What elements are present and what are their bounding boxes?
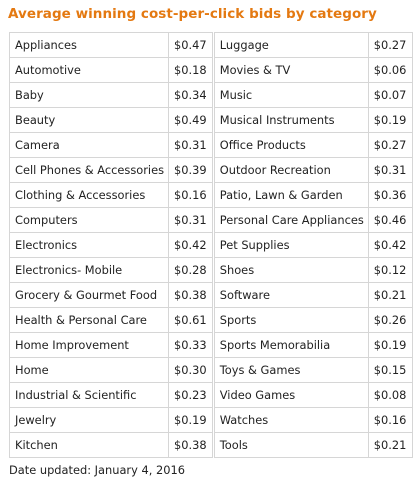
category-cell: Musical Instruments [213, 107, 369, 133]
bid-cell: $0.26 [367, 307, 413, 333]
category-cell: Home [8, 357, 170, 383]
bid-cell: $0.27 [367, 132, 413, 158]
bid-cell: $0.38 [168, 432, 214, 458]
category-cell: Electronics- Mobile [8, 257, 170, 283]
bid-cell: $0.21 [367, 432, 413, 458]
category-cell: Movies & TV [213, 57, 369, 83]
table-row: Health & Personal Care $0.61 Sports $0.26 [8, 307, 413, 333]
bid-cell: $0.12 [367, 257, 413, 283]
category-cell: Jewelry [8, 407, 170, 433]
bid-cell: $0.16 [168, 182, 214, 208]
table-row: Automotive $0.18 Movies & TV $0.06 [8, 57, 413, 83]
bid-cell: $0.42 [168, 232, 214, 258]
category-cell: Office Products [213, 132, 369, 158]
table-row: Electronics- Mobile $0.28 Shoes $0.12 [8, 257, 413, 283]
category-cell: Grocery & Gourmet Food [8, 282, 170, 308]
bid-cell: $0.49 [168, 107, 214, 133]
category-cell: Beauty [8, 107, 170, 133]
category-cell: Computers [8, 207, 170, 233]
table-row: Cell Phones & Accessories $0.39 Outdoor Re… [8, 157, 413, 183]
category-cell: Video Games [213, 382, 369, 408]
bid-cell: $0.31 [168, 207, 214, 233]
bid-cell: $0.38 [168, 282, 214, 308]
table-row: Industrial & Scientific $0.23 Video Games $… [8, 382, 413, 408]
bid-cell: $0.18 [168, 57, 214, 83]
bid-cell: $0.19 [168, 407, 214, 433]
bid-cell: $0.30 [168, 357, 214, 383]
bid-cell: $0.06 [367, 57, 413, 83]
category-cell: Kitchen [8, 432, 170, 458]
table-row: Appliances $0.47 Luggage $0.27 [8, 32, 413, 58]
bid-cell: $0.27 [367, 32, 413, 58]
category-cell: Electronics [8, 232, 170, 258]
category-cell: Health & Personal Care [8, 307, 170, 333]
page-title: Average winning cost-per-click bids by c… [8, 6, 377, 22]
category-cell: Luggage [213, 32, 369, 58]
bid-cell: $0.15 [367, 357, 413, 383]
cpc-bids-table-body: Appliances $0.47 Luggage $0.27 Automotive $0.… [8, 32, 413, 458]
bid-cell: $0.31 [367, 157, 413, 183]
table-row: Home $0.30 Toys & Games $0.15 [8, 357, 413, 383]
bid-cell: $0.21 [367, 282, 413, 308]
category-cell: Patio, Lawn & Garden [213, 182, 369, 208]
table-row: Home Improvement $0.33 Sports Memorabilia $… [8, 332, 413, 358]
category-cell: Outdoor Recreation [213, 157, 369, 183]
table-row: Camera $0.31 Office Products $0.27 [8, 132, 413, 158]
table-row: Electronics $0.42 Pet Supplies $0.42 [8, 232, 413, 258]
table-row: Jewelry $0.19 Watches $0.16 [8, 407, 413, 433]
bid-cell: $0.31 [168, 132, 214, 158]
category-cell: Clothing & Accessories [8, 182, 170, 208]
date-updated: Date updated: January 4, 2016 [9, 463, 185, 477]
category-cell: Personal Care Appliances [213, 207, 369, 233]
table-row: Beauty $0.49 Musical Instruments $0.19 [8, 107, 413, 133]
bid-cell: $0.36 [367, 182, 413, 208]
bid-cell: $0.42 [367, 232, 413, 258]
table-row: Clothing & Accessories $0.16 Patio, Lawn &… [8, 182, 413, 208]
category-cell: Sports [213, 307, 369, 333]
category-cell: Software [213, 282, 369, 308]
bid-cell: $0.16 [367, 407, 413, 433]
category-cell: Automotive [8, 57, 170, 83]
bid-cell: $0.19 [367, 107, 413, 133]
category-cell: Pet Supplies [213, 232, 369, 258]
bid-cell: $0.47 [168, 32, 214, 58]
bid-cell: $0.28 [168, 257, 214, 283]
category-cell: Appliances [8, 32, 170, 58]
bid-cell: $0.33 [168, 332, 214, 358]
bid-cell: $0.39 [168, 157, 214, 183]
category-cell: Sports Memorabilia [213, 332, 369, 358]
bid-cell: $0.34 [168, 82, 214, 108]
category-cell: Toys & Games [213, 357, 369, 383]
bid-cell: $0.08 [367, 382, 413, 408]
bid-cell: $0.46 [367, 207, 413, 233]
bid-cell: $0.61 [168, 307, 214, 333]
bid-cell: $0.23 [168, 382, 214, 408]
bid-cell: $0.07 [367, 82, 413, 108]
table-row: Computers $0.31 Personal Care Appliances $0… [8, 207, 413, 233]
table-row: Grocery & Gourmet Food $0.38 Software $0.21 [8, 282, 413, 308]
bid-cell: $0.19 [367, 332, 413, 358]
table-row: Kitchen $0.38 Tools $0.21 [8, 432, 413, 458]
cpc-bids-table: Appliances $0.47 Luggage $0.27 Automotive $0.… [8, 32, 413, 458]
category-cell: Baby [8, 82, 170, 108]
category-cell: Watches [213, 407, 369, 433]
category-cell: Camera [8, 132, 170, 158]
category-cell: Home Improvement [8, 332, 170, 358]
category-cell: Shoes [213, 257, 369, 283]
category-cell: Music [213, 82, 369, 108]
table-row: Baby $0.34 Music $0.07 [8, 82, 413, 108]
category-cell: Industrial & Scientific [8, 382, 170, 408]
category-cell: Tools [213, 432, 369, 458]
category-cell: Cell Phones & Accessories [8, 157, 170, 183]
